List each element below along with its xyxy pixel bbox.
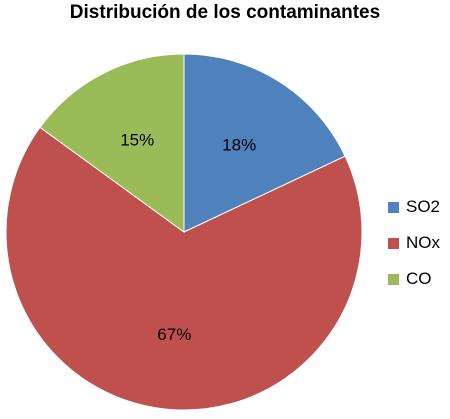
data-label-so2: 18% [222, 136, 256, 155]
legend: SO2 NOx CO [388, 189, 440, 297]
legend-label-nox: NOx [406, 233, 440, 252]
legend-swatch-so2 [388, 201, 399, 213]
pie-slice-so2 [183, 53, 346, 233]
legend-item-co: CO [388, 261, 440, 297]
legend-label-so2: SO2 [406, 197, 441, 216]
legend-item-nox: NOx [388, 225, 440, 261]
legend-label-co: CO [406, 269, 432, 288]
pie-slice-co [39, 53, 185, 233]
data-label-nox: 67% [157, 325, 191, 344]
legend-swatch-nox [388, 237, 399, 249]
legend-swatch-co [388, 273, 399, 285]
pie-slice-nox [5, 126, 363, 411]
chart-title: Distribución de los contaminantes [69, 2, 381, 23]
data-label-co: 15% [120, 131, 154, 150]
legend-item-so2: SO2 [388, 189, 440, 225]
